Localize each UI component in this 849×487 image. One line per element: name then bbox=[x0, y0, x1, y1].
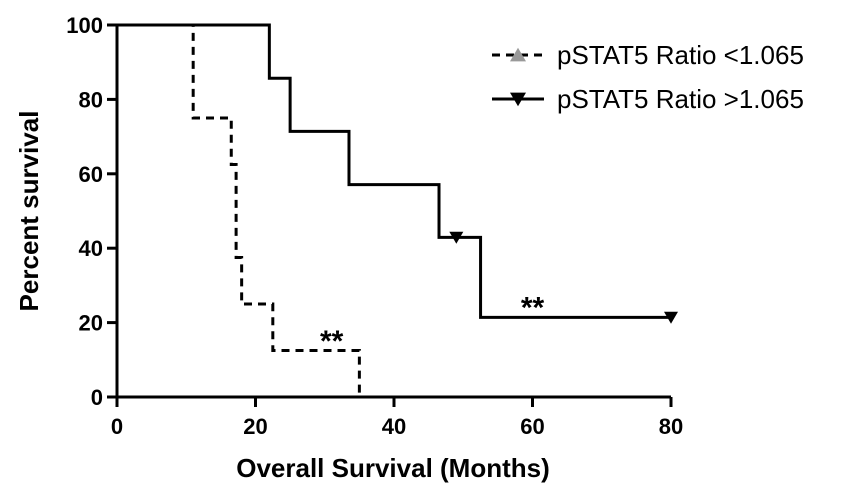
y-tick-label: 100 bbox=[66, 13, 103, 38]
y-tick-label: 40 bbox=[79, 236, 103, 261]
x-axis-title: Overall Survival (Months) bbox=[236, 453, 550, 483]
legend-label: pSTAT5 Ratio <1.065 bbox=[557, 40, 804, 70]
censor-marker bbox=[449, 231, 464, 244]
x-tick-label: 0 bbox=[111, 414, 123, 439]
series-low-line bbox=[117, 23, 361, 397]
y-tick-label: 60 bbox=[79, 162, 103, 187]
y-tick-label: 80 bbox=[79, 87, 103, 112]
series-high-line bbox=[117, 23, 671, 319]
significance-annotation: ** bbox=[320, 325, 344, 358]
legend-marker bbox=[510, 92, 526, 107]
series-layer bbox=[117, 23, 678, 397]
x-tick-label: 80 bbox=[659, 414, 683, 439]
y-axis-title: Percent survival bbox=[14, 111, 44, 312]
x-tick-label: 60 bbox=[520, 414, 544, 439]
axes: 0 20 40 60 80 100 0 20 40 60 80 bbox=[66, 13, 683, 439]
x-tick-label: 40 bbox=[382, 414, 406, 439]
censor-marker bbox=[664, 311, 678, 324]
significance-annotation: ** bbox=[521, 292, 545, 325]
y-tick-label: 0 bbox=[91, 385, 103, 410]
y-tick-label: 20 bbox=[79, 311, 103, 336]
x-tick-label: 20 bbox=[243, 414, 267, 439]
legend: pSTAT5 Ratio <1.065 pSTAT5 Ratio >1.065 bbox=[492, 40, 804, 114]
legend-label: pSTAT5 Ratio >1.065 bbox=[557, 84, 804, 114]
legend-marker bbox=[510, 47, 526, 62]
annotations: ** ** bbox=[320, 292, 544, 358]
